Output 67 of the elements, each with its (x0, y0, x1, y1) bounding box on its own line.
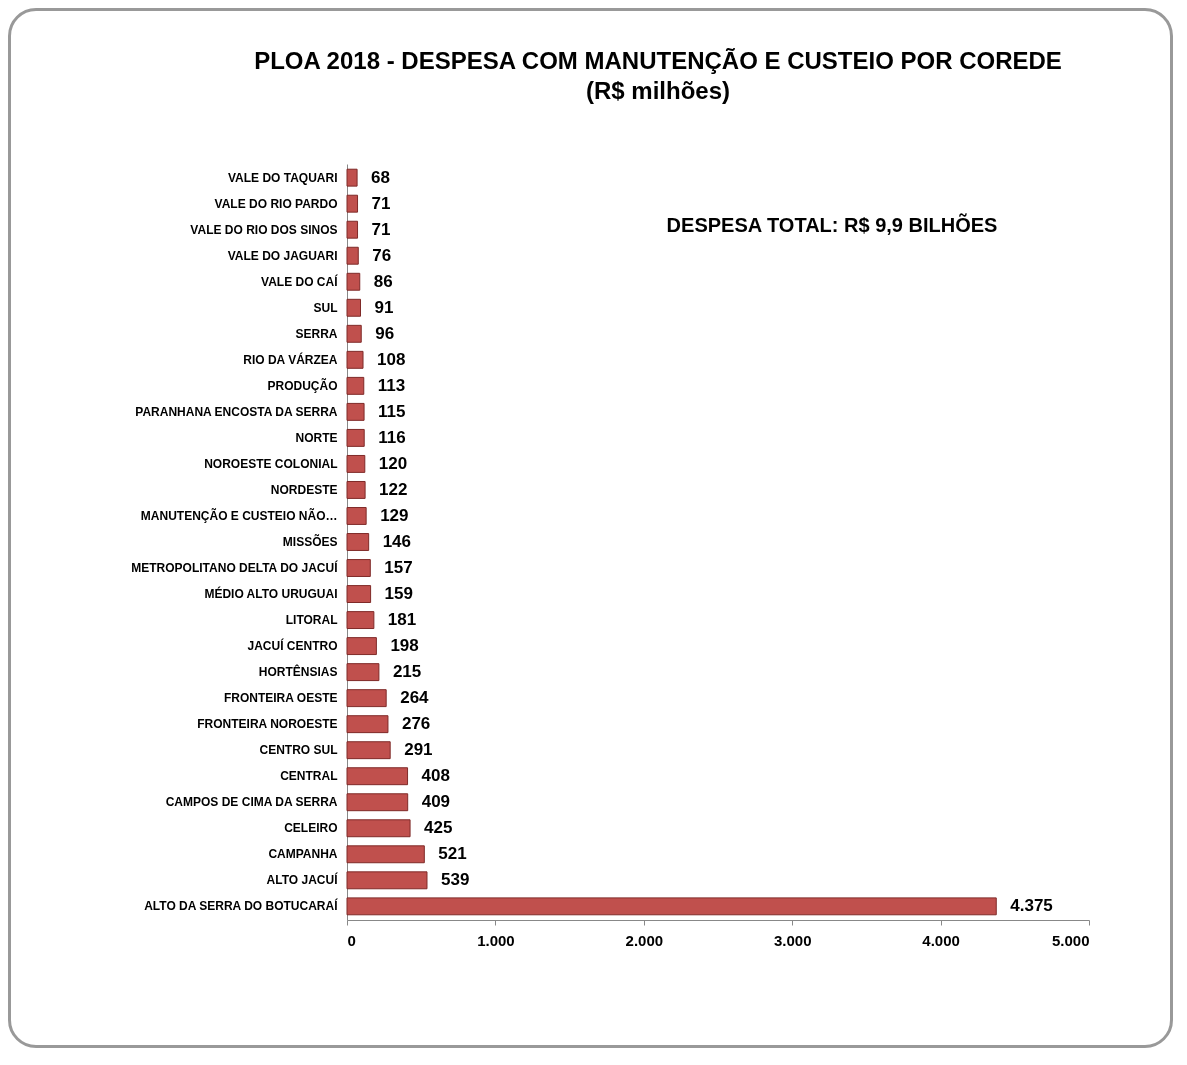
y-tick-label: ALTO JACUÍ (266, 872, 339, 888)
y-tick-label: VALE DO RIO DOS SINOS (190, 222, 338, 237)
y-tick-label: SERRA (295, 326, 338, 341)
y-tick-label: NORDESTE (270, 482, 338, 497)
y-tick-label: CENTRO SUL (259, 743, 338, 758)
data-label: 108 (377, 349, 406, 369)
data-label: 115 (378, 401, 406, 421)
data-label: 276 (401, 714, 431, 734)
annotation: DESPESA TOTAL: R$ 9,9 BILHÕES (666, 213, 998, 236)
data-label: 409 (421, 792, 451, 812)
data-label: 86 (373, 271, 393, 291)
data-label: 122 (379, 479, 408, 499)
data-label: 71 (371, 219, 391, 239)
x-tick-label: 5.000 (1051, 931, 1090, 949)
data-label: 291 (404, 740, 433, 760)
y-tick-label: VALE DO JAGUARI (227, 248, 338, 263)
y-tick-label: RIO DA VÁRZEA (243, 351, 338, 367)
x-tick-label: 1.000 (477, 931, 515, 949)
data-label: 91 (374, 297, 394, 317)
y-tick-label: PARANHANA ENCOSTA DA SERRA (135, 404, 338, 419)
y-tick-label: MÉDIO ALTO URUGUAI (204, 586, 338, 602)
y-tick-label: NORTE (295, 430, 338, 445)
y-tick-label: FRONTEIRA NOROESTE (197, 717, 338, 732)
y-tick-label: CAMPANHA (268, 847, 338, 862)
data-label: 425 (424, 818, 453, 838)
y-tick-label: HORTÊNSIAS (258, 664, 338, 680)
y-tick-label: VALE DO TAQUARI (227, 170, 338, 185)
y-tick-label: METROPOLITANO DELTA DO JACUÍ (131, 560, 339, 576)
chart-title: PLOA 2018 - DESPESA COM MANUTENÇÃO E CUSTEIO POR COREDE (254, 47, 1062, 74)
y-tick-label: LITORAL (285, 613, 338, 628)
y-tick-label: NOROESTE COLONIAL (204, 456, 338, 471)
data-label: 264 (400, 688, 430, 708)
data-label: 408 (421, 766, 450, 786)
data-label: 116 (378, 427, 406, 447)
y-tick-label: CAMPOS DE CIMA DA SERRA (165, 795, 338, 810)
data-label: 215 (392, 662, 422, 682)
y-tick-label: MANUTENÇÃO E CUSTEIO NÃO… (140, 507, 338, 523)
data-label: 198 (390, 636, 419, 656)
chart-subtitle: (R$ milhões) (585, 77, 731, 104)
x-tick-label: 3.000 (773, 931, 812, 949)
x-tick-label: 4.000 (922, 931, 960, 949)
y-tick-label: ALTO DA SERRA DO BOTUCARAÍ (144, 898, 339, 914)
y-tick-label: VALE DO CAÍ (261, 273, 339, 289)
y-tick-label: PRODUÇÃO (267, 377, 338, 393)
y-tick-label: CELEIRO (284, 821, 338, 836)
y-tick-label: MISSÕES (282, 534, 338, 549)
data-label: 181 (387, 610, 417, 630)
data-label: 76 (372, 245, 392, 265)
y-tick-label: SUL (313, 300, 338, 315)
data-label: 68 (371, 167, 391, 187)
data-label: 96 (375, 323, 395, 343)
y-tick-label: VALE DO RIO PARDO (214, 196, 338, 211)
data-label: 4.375 (1010, 896, 1053, 916)
x-tick-label: 0 (347, 931, 356, 949)
y-tick-label: FRONTEIRA OESTE (223, 691, 338, 706)
y-tick-label: CENTRAL (280, 769, 338, 784)
x-tick-label: 2.000 (625, 931, 664, 949)
data-label: 159 (384, 584, 413, 604)
y-tick-label: JACUÍ CENTRO (247, 638, 338, 654)
data-label: 120 (378, 453, 408, 473)
data-label: 71 (371, 193, 391, 213)
data-label: 129 (380, 505, 409, 525)
data-label: 113 (377, 375, 406, 395)
data-label: 146 (382, 532, 412, 551)
data-label: 521 (438, 844, 467, 864)
data-label: 157 (384, 558, 413, 578)
data-label: 539 (440, 870, 470, 890)
